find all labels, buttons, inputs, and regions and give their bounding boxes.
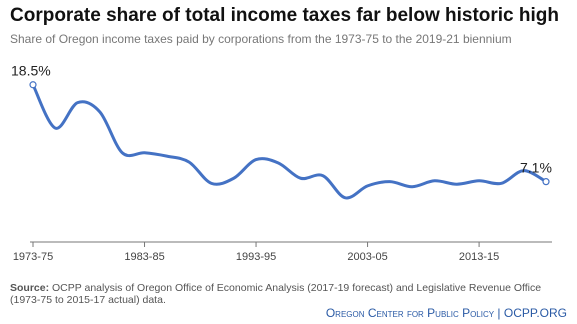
value-label: 18.5% <box>11 62 51 78</box>
x-tick-label: 1983-85 <box>124 251 164 263</box>
source-label: Source: <box>10 282 50 294</box>
value-label: 7.1% <box>520 159 552 175</box>
chart-title: Corporate share of total income taxes fa… <box>10 5 559 26</box>
x-tick-label: 2013-15 <box>459 251 499 263</box>
x-tick-label: 1993-95 <box>236 251 276 263</box>
source-text: OCPP analysis of Oregon Office of Econom… <box>10 282 542 306</box>
chart-subtitle: Share of Oregon income taxes paid by cor… <box>10 32 512 46</box>
source: Source: OCPP analysis of Oregon Office o… <box>10 282 570 306</box>
line <box>31 84 547 200</box>
point <box>542 178 550 186</box>
x-tick-label: 2003-05 <box>347 251 387 263</box>
x-tick-label: 1973-75 <box>13 251 53 263</box>
chart: Corporate share of total income taxes fa… <box>10 5 559 263</box>
point <box>29 81 37 89</box>
footer: Oregon Center for Public Policy | OCPP.O… <box>325 306 567 320</box>
